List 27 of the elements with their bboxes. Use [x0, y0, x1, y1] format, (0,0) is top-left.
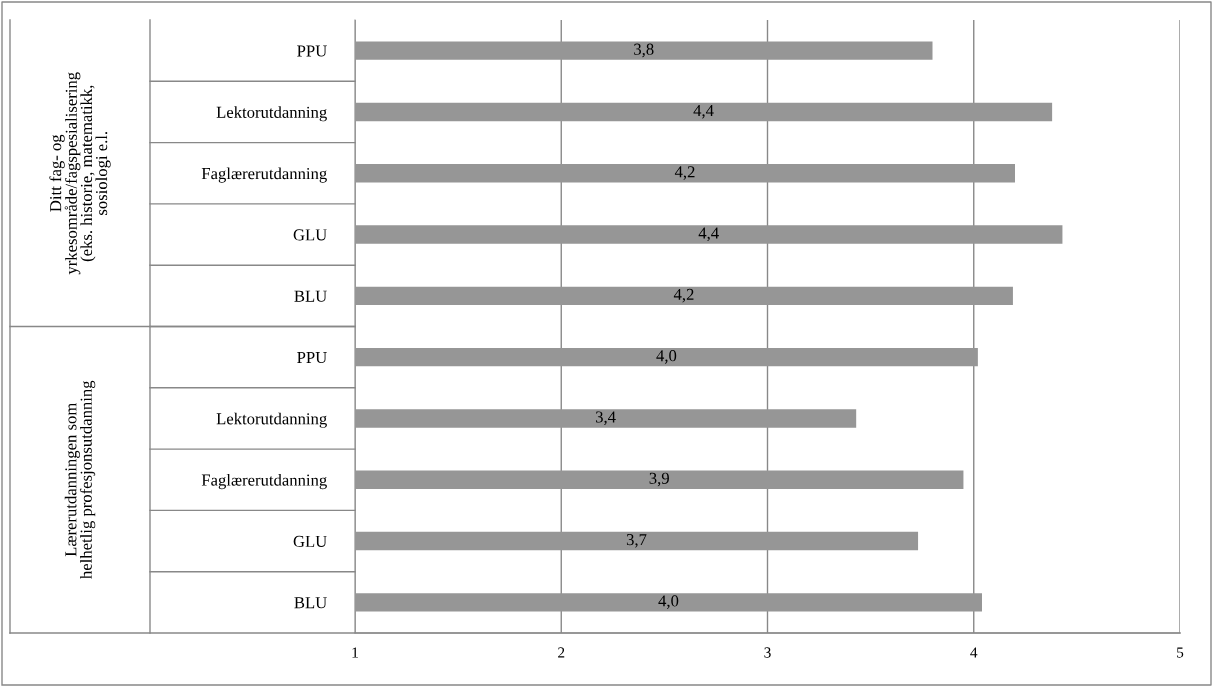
y-tick-label: Faglærerutdanning: [201, 167, 327, 183]
y-tick-label: Faglærerutdanning: [201, 473, 327, 490]
data-label: 4,4: [693, 104, 714, 119]
data-label: 4,2: [674, 166, 695, 180]
x-tick-label: 3: [764, 647, 771, 658]
data-label: 4,0: [658, 595, 679, 609]
data-label: 3,9: [649, 472, 669, 487]
x-tick-label: 2: [558, 647, 565, 658]
data-label: 3,4: [595, 411, 616, 426]
y-tick-label: GLU: [293, 535, 327, 547]
y-tick-label: BLU: [294, 290, 327, 302]
data-label: 3,8: [634, 43, 654, 58]
text: Lærerutdanningen som helhetlig profesjonsutdanning: [64, 380, 96, 579]
data-label: 4,0: [656, 350, 677, 364]
data-label: 3,7: [626, 534, 647, 548]
y-tick-label: PPU: [297, 45, 327, 57]
y-tick-label: BLU: [294, 597, 327, 609]
y-tick-label: Lektorutdanning: [216, 106, 327, 122]
text: Ditt fag- og yrkesområde/fagspesialisering (eks. historie, matematikk, sosiologi e.l.: [49, 72, 111, 275]
y-tick-label: GLU: [293, 229, 327, 241]
y-tick-label: Lektorutdanning: [216, 412, 327, 428]
x-tick-label: 4: [970, 647, 978, 658]
data-label: 4,4: [698, 227, 719, 242]
x-tick-label: 1: [352, 647, 358, 658]
data-label: 4,2: [673, 288, 694, 303]
y-tick-label: PPU: [297, 352, 327, 364]
x-tick-label: 5: [1177, 647, 1184, 658]
